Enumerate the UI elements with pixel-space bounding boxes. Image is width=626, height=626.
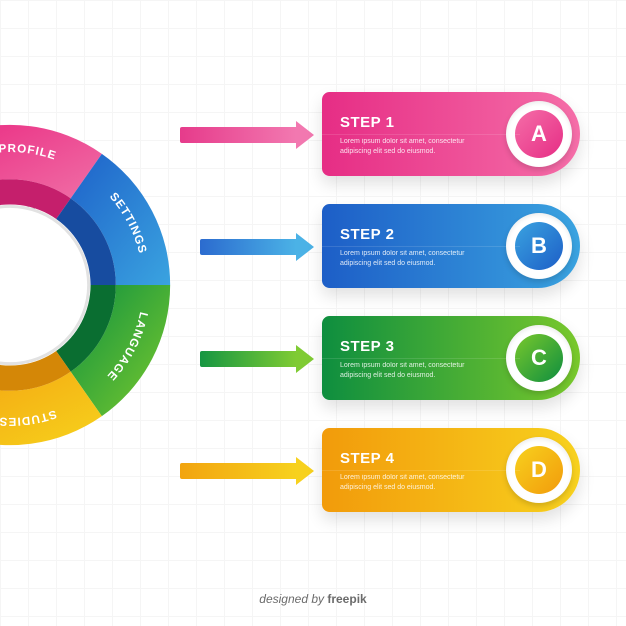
step-description: Lorem ipsum dolor sit amet, consectetur … bbox=[340, 249, 494, 268]
footer-prefix: designed by bbox=[259, 592, 327, 606]
step-card: STEP 2 Lorem ipsum dolor sit amet, consec… bbox=[322, 204, 580, 288]
arrow-head-icon bbox=[296, 345, 314, 373]
step-badge-letter: C bbox=[515, 334, 563, 382]
step-badge: D bbox=[506, 437, 572, 503]
step-card: STEP 4 Lorem ipsum dolor sit amet, consec… bbox=[322, 428, 580, 512]
step-title: STEP 2 bbox=[340, 226, 494, 243]
step-description: Lorem ipsum dolor sit amet, consectetur … bbox=[340, 361, 494, 380]
step-badge-letter: D bbox=[515, 446, 563, 494]
step-title: STEP 4 bbox=[340, 450, 494, 467]
connector-arrow bbox=[200, 236, 314, 258]
arrow-body bbox=[200, 239, 296, 255]
step-title: STEP 3 bbox=[340, 338, 494, 355]
step-description: Lorem ipsum dolor sit amet, consectetur … bbox=[340, 137, 494, 156]
step-description: Lorem ipsum dolor sit amet, consectetur … bbox=[340, 473, 494, 492]
step-card: STEP 3 Lorem ipsum dolor sit amet, consec… bbox=[322, 316, 580, 400]
connector-arrow bbox=[180, 124, 314, 146]
arrow-body bbox=[200, 351, 296, 367]
footer-brand: freepik bbox=[327, 592, 366, 606]
arrow-head-icon bbox=[296, 233, 314, 261]
connector-arrow bbox=[200, 348, 314, 370]
footer-credit: designed by freepik bbox=[0, 592, 626, 606]
segment-wheel: PROFILESETTINGSLANGUAGESTUDIES bbox=[0, 120, 175, 450]
step-badge-letter: A bbox=[515, 110, 563, 158]
connector-arrow bbox=[180, 460, 314, 482]
step-badge: C bbox=[506, 325, 572, 391]
arrow-body bbox=[180, 127, 296, 143]
arrow-head-icon bbox=[296, 121, 314, 149]
arrow-head-icon bbox=[296, 457, 314, 485]
arrow-body bbox=[180, 463, 296, 479]
step-card: STEP 1 Lorem ipsum dolor sit amet, consec… bbox=[322, 92, 580, 176]
step-badge: B bbox=[506, 213, 572, 279]
step-badge-letter: B bbox=[515, 222, 563, 270]
step-title: STEP 1 bbox=[340, 114, 494, 131]
step-badge: A bbox=[506, 101, 572, 167]
